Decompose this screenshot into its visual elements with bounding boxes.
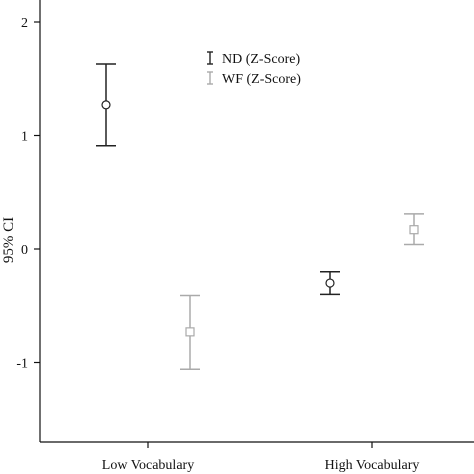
legend: ND (Z-Score) WF (Z-Score)	[207, 51, 301, 87]
y-tick-label: -1	[16, 357, 28, 372]
mean-point-circle	[325, 278, 335, 288]
series-layer	[96, 63, 424, 371]
y-axis-title: 95% CI	[1, 217, 17, 263]
mean-point-square	[409, 225, 419, 235]
y-ticks: 2 1 0 -1	[16, 16, 40, 372]
x-tick-label: High Vocabulary	[325, 458, 420, 473]
y-tick-label: 1	[21, 130, 28, 145]
legend-label: WF (Z-Score)	[222, 72, 301, 87]
y-tick-label: 0	[21, 243, 28, 258]
legend-item: WF (Z-Score)	[207, 71, 301, 87]
x-tick-label: Low Vocabulary	[102, 458, 194, 473]
x-ticks: Low Vocabulary High Vocabulary	[102, 442, 420, 473]
y-tick-label: 2	[21, 16, 28, 31]
legend-label: ND (Z-Score)	[222, 52, 300, 67]
mean-point-circle	[101, 100, 111, 110]
series-1	[96, 63, 340, 296]
mean-point-square	[185, 327, 195, 337]
legend-item: ND (Z-Score)	[207, 51, 300, 67]
series-2	[180, 213, 424, 371]
axes	[39, 0, 474, 443]
